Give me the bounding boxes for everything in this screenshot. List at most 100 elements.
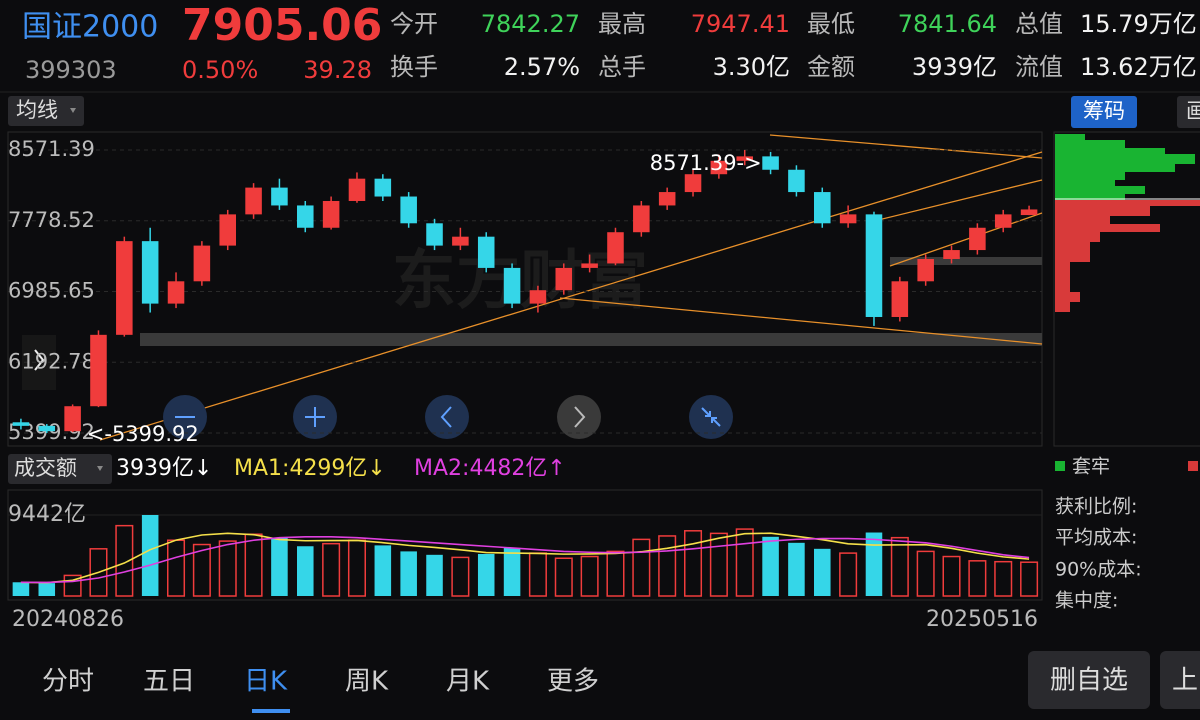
y-tick-label: 8571.39 [8, 137, 95, 161]
draw-tab-label[interactable]: 画 [1186, 99, 1200, 123]
field-label: 换手 [390, 53, 438, 81]
draw-tab[interactable] [1177, 96, 1200, 128]
volume-bar [322, 542, 341, 597]
volume-bar [890, 536, 909, 597]
volume-bar [192, 543, 211, 597]
candle-body [477, 236, 495, 268]
chip-stat: 90%成本: [1055, 559, 1142, 581]
ma-line [20, 532, 1030, 584]
chip-tab[interactable] [1071, 96, 1137, 128]
chip-stat: 获利比例: [1055, 496, 1137, 518]
y-tick-label: 6192.78 [8, 349, 95, 373]
candle-body [710, 160, 728, 175]
dropdown-arrow [70, 108, 76, 113]
volume-bar [115, 524, 134, 597]
zone-band [890, 257, 1042, 265]
candle-body [141, 241, 159, 304]
volume-bar [218, 540, 237, 597]
volume-bar [735, 528, 754, 597]
candle-body [322, 200, 340, 228]
scroll-left[interactable] [425, 395, 469, 439]
candle-body [814, 192, 831, 224]
volume-bar [374, 545, 392, 596]
price-frame [7, 131, 1043, 447]
legend-swatch [1188, 461, 1198, 471]
chip-stat: 集中度: [1055, 590, 1118, 612]
volume-bar [400, 551, 417, 596]
field-value: 2.57% [504, 53, 580, 81]
volume-bar [297, 546, 314, 596]
zone-band [140, 333, 1042, 346]
field-value: 15.79万亿 [1080, 10, 1197, 38]
price: 7905.06 [182, 0, 382, 51]
volume-bar [865, 532, 883, 596]
field-value: 7947.41 [691, 10, 790, 38]
candle-body [374, 178, 392, 197]
volume-button[interactable] [8, 454, 112, 484]
volume-bar [762, 536, 779, 596]
volume-bar [1020, 561, 1039, 597]
candle-body [38, 425, 56, 432]
scroll-right[interactable] [557, 395, 601, 439]
candle-body [762, 156, 779, 170]
candle-body [116, 241, 133, 335]
y-tick-label: 7778.52 [8, 208, 95, 232]
candle-body [90, 334, 107, 407]
volume-bar [503, 547, 521, 596]
field-value: 7841.64 [898, 10, 997, 38]
candle-body [271, 187, 288, 206]
volume-bar [709, 532, 728, 597]
nav-buttons[interactable] [22, 335, 733, 439]
legend-ma1: MA1:4299亿↓ [234, 456, 386, 481]
volume-bar [814, 548, 831, 596]
tab[interactable]: 五日 [143, 667, 195, 697]
field-value: 7842.27 [481, 10, 580, 38]
ma-line [20, 536, 1030, 584]
max-label: 8571.39-> [650, 151, 762, 175]
ma-button-label[interactable]: 均线 [16, 98, 58, 122]
candle-body [839, 214, 857, 224]
chip-legend: 套牢 [1072, 456, 1110, 478]
tab[interactable]: 周K [345, 667, 389, 697]
volume-frame [7, 489, 1043, 601]
volume-button-label[interactable]: 成交额 [14, 456, 77, 480]
candle-body [426, 223, 443, 246]
volume-bar [788, 542, 805, 596]
candle-body [297, 205, 314, 228]
tab[interactable]: 分时 [42, 667, 94, 697]
candle-body [219, 214, 236, 246]
volume-bar [554, 557, 573, 597]
candle-body [891, 281, 909, 317]
trend-lines [99, 134, 1043, 441]
tab-bar: 分时 五日 日K 周K 月K 更多 [42, 667, 599, 713]
ma-button[interactable] [8, 96, 84, 126]
volume-bar [12, 582, 30, 596]
button[interactable] [1028, 651, 1150, 709]
tab[interactable]: 日K [244, 667, 288, 697]
volume-bar [968, 560, 987, 597]
candle-body [1020, 209, 1038, 216]
candle-body [193, 245, 211, 282]
volume-bar [580, 555, 599, 597]
x-tick-label: 20250516 [926, 607, 1038, 632]
chip-tab-label[interactable]: 筹码 [1083, 99, 1125, 123]
candle-body [581, 263, 598, 268]
button[interactable] [1160, 651, 1200, 709]
tab[interactable]: 更多 [547, 667, 599, 697]
volume-bar [141, 515, 159, 596]
candle-body [348, 178, 366, 201]
reset-zoom[interactable] [689, 395, 733, 439]
index-name: 国证2000 [22, 10, 158, 45]
volume-bar [426, 554, 443, 596]
legend-ma2: MA2:4482亿↑ [414, 456, 566, 481]
field-value: 3.30亿 [713, 53, 790, 81]
candle-body [736, 156, 753, 161]
volume-bar [839, 552, 858, 597]
field-label: 总手 [598, 53, 646, 81]
button-label[interactable]: 上 [1172, 666, 1198, 696]
tab[interactable]: 月K [446, 667, 490, 697]
tab-indicator [252, 709, 290, 713]
chip-stat: 平均成本: [1055, 527, 1137, 549]
button-label[interactable]: 删自选 [1050, 666, 1128, 696]
y-tick-label: 6985.65 [8, 279, 95, 303]
